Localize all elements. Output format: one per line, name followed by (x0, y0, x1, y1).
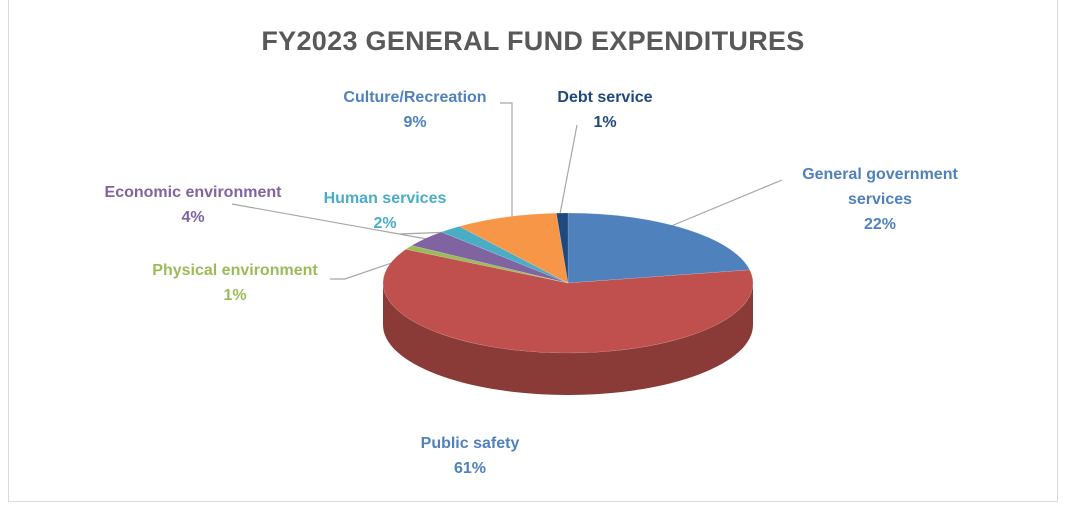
label-name: Debt service (557, 89, 653, 106)
leader-line (559, 124, 578, 215)
data-label: Economic environment 4% (73, 180, 313, 230)
label-value: 4% (181, 209, 205, 226)
data-label: Physical environment 1% (125, 258, 345, 308)
label-name: Physical environment (152, 262, 318, 279)
slice (405, 245, 569, 284)
label-value: 9% (403, 114, 427, 131)
slice (382, 249, 754, 354)
data-label: General government services 22% (780, 162, 980, 237)
slice (567, 212, 751, 284)
leader-lines (231, 102, 783, 280)
label-value: 61% (453, 460, 487, 477)
label-value: 1% (593, 114, 617, 131)
data-label: Human services 2% (305, 186, 465, 236)
data-label: Culture/Recreation 9% (325, 85, 505, 135)
data-label: Debt service 1% (525, 85, 685, 135)
leader-line (663, 179, 783, 230)
label-name: Culture/Recreation (343, 89, 487, 106)
slice (411, 231, 569, 284)
data-label: Public safety 61% (390, 431, 550, 481)
label-name: Human services (323, 190, 447, 207)
label-name: Economic environment (104, 184, 282, 201)
slice-side (383, 283, 753, 395)
label-name: Public safety (420, 435, 520, 452)
chart-title: FY2023 GENERAL FUND EXPENDITURES (261, 26, 805, 56)
slice (458, 212, 569, 284)
label-value: 2% (373, 215, 397, 232)
label-name: General government services (802, 166, 958, 208)
chart-frame (8, 0, 1058, 502)
label-value: 1% (223, 287, 247, 304)
leader-line (500, 102, 513, 218)
leader-line (231, 203, 439, 242)
slice (556, 212, 569, 284)
label-value: 22% (863, 216, 897, 233)
slice (440, 226, 569, 284)
